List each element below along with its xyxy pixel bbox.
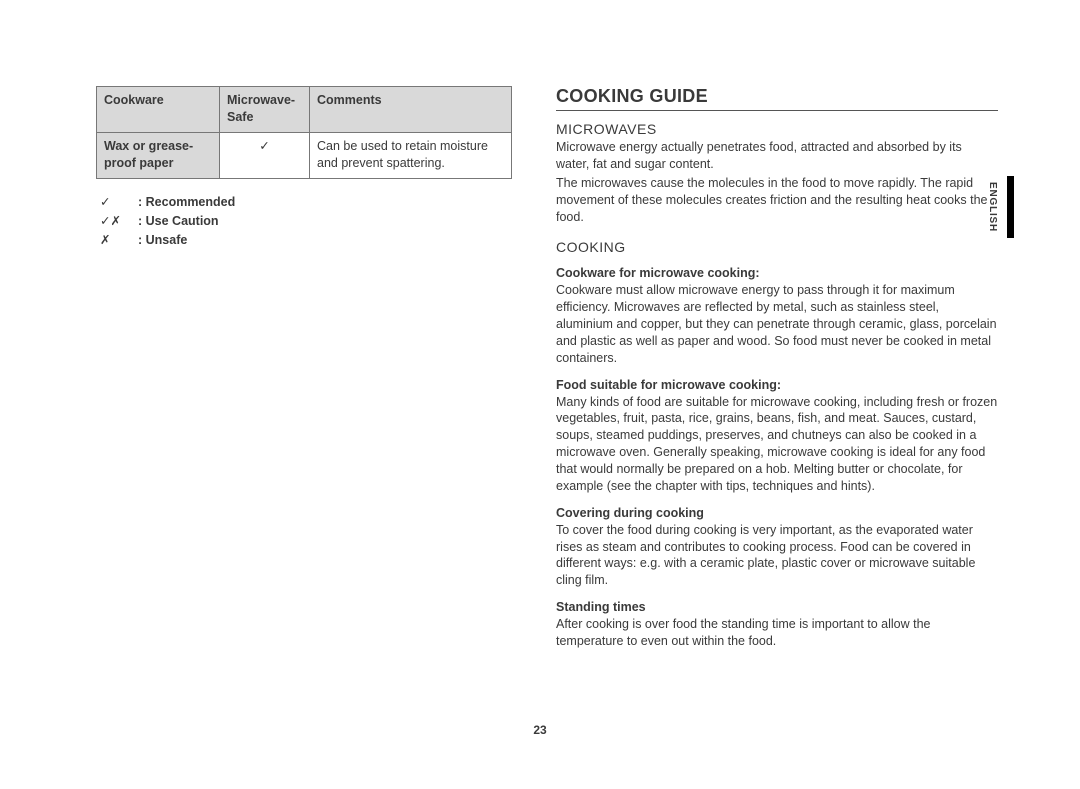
paragraph: Cookware must allow microwave energy to … [556, 282, 998, 366]
main-title: COOKING GUIDE [556, 86, 998, 111]
subheading: Covering during cooking [556, 505, 998, 522]
legend-row: ✗ : Unsafe [96, 231, 512, 250]
section-microwaves-title: MICROWAVES [556, 121, 998, 137]
legend-symbol: ✗ [96, 231, 138, 250]
th-cookware: Cookware [97, 87, 220, 133]
paragraph: After cooking is over food the standing … [556, 616, 998, 650]
legend-symbol: ✓✗ [96, 212, 138, 231]
paragraph: The microwaves cause the molecules in th… [556, 175, 998, 226]
paragraph: Many kinds of food are suitable for micr… [556, 394, 998, 495]
table-header-row: Cookware Microwave-Safe Comments [97, 87, 512, 133]
legend: ✓ : Recommended ✓✗ : Use Caution ✗ : Uns… [96, 193, 512, 251]
legend-symbol: ✓ [96, 193, 138, 212]
paragraph: To cover the food during cooking is very… [556, 522, 998, 590]
page-number: 23 [0, 723, 1080, 737]
language-label: ENGLISH [987, 182, 998, 232]
legend-label: : Unsafe [138, 231, 187, 250]
paragraph: Microwave energy actually penetrates foo… [556, 139, 998, 173]
cell-safe: ✓ [220, 132, 310, 178]
left-column: Cookware Microwave-Safe Comments Wax or … [96, 86, 512, 652]
legend-row: ✓✗ : Use Caution [96, 212, 512, 231]
table-row: Wax or grease-proof paper ✓ Can be used … [97, 132, 512, 178]
right-column: COOKING GUIDE MICROWAVES Microwave energ… [556, 86, 998, 652]
subheading: Standing times [556, 599, 998, 616]
subheading: Cookware for microwave cooking: [556, 265, 998, 282]
legend-row: ✓ : Recommended [96, 193, 512, 212]
legend-label: : Recommended [138, 193, 235, 212]
section-cooking-title: COOKING [556, 239, 998, 255]
legend-label: : Use Caution [138, 212, 219, 231]
cell-cookware: Wax or grease-proof paper [97, 132, 220, 178]
language-tab: ENGLISH [978, 176, 1014, 238]
cell-comments: Can be used to retain moisture and preve… [310, 132, 512, 178]
th-comments: Comments [310, 87, 512, 133]
th-safe: Microwave-Safe [220, 87, 310, 133]
cookware-table: Cookware Microwave-Safe Comments Wax or … [96, 86, 512, 179]
subheading: Food suitable for microwave cooking: [556, 377, 998, 394]
